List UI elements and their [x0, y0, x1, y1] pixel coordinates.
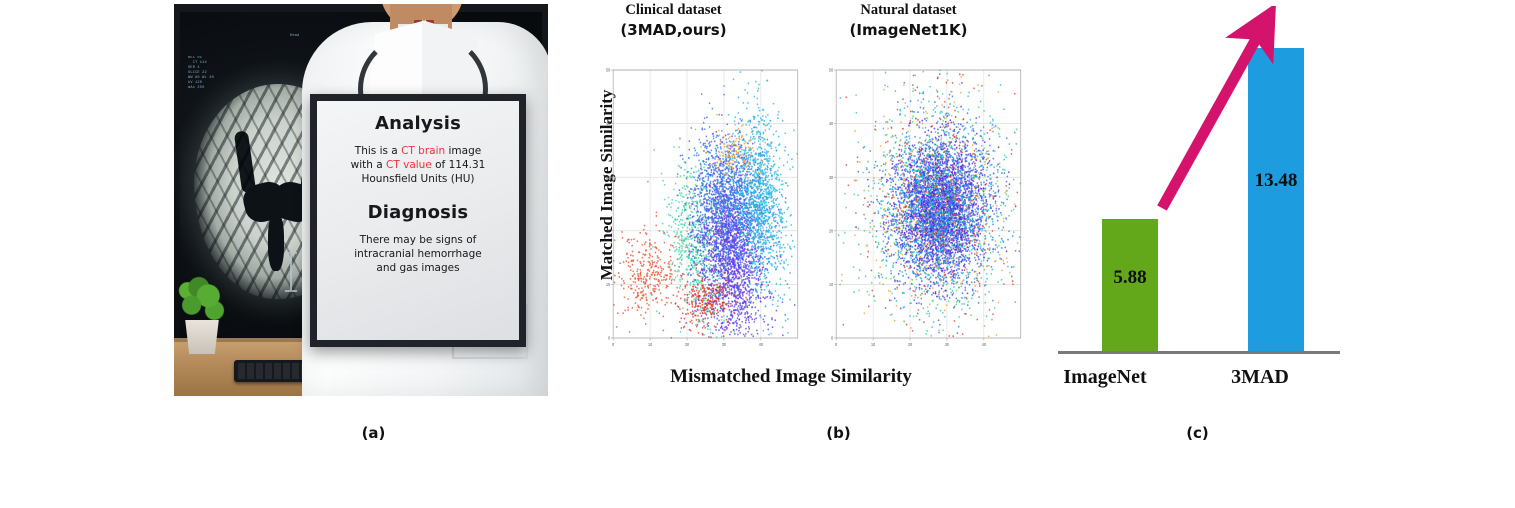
- scatter-plot-container: 0 10 20 30 40 0 10 20 30 40 50 0 10 20 30 40 0 10 20 30 40 5…: [594, 64, 1026, 356]
- panel-c-bar-chart: 5.88 13.48 ImageNet 3MAD: [1034, 6, 1364, 401]
- sign-diagnosis-text: There may be signs of intracranial hemorr…: [329, 233, 507, 275]
- caption-a: (a): [361, 424, 386, 442]
- bar-chart-baseline: [1058, 351, 1340, 354]
- scatter-title-natural: Natural dataset (ImageNet1K): [791, 2, 1026, 39]
- analysis-post-1: image: [445, 145, 482, 157]
- panel-b-scatter-plots: Clinical dataset (3MAD,ours) Natural dat…: [556, 0, 1026, 400]
- bar-label-imagenet: ImageNet: [1063, 366, 1147, 388]
- bar-chart-plot-area: 5.88 13.48: [1058, 6, 1340, 354]
- held-sign: Analysis This is a CT brain image with a …: [310, 94, 526, 347]
- natural-title-line2: (ImageNet1K): [849, 21, 968, 39]
- clinic-photo: REC 01 CT 114 SER 4 SLICE 22 WW 80 WL 40…: [174, 4, 548, 396]
- diagnosis-line-1: There may be signs of: [359, 234, 477, 246]
- scan-metadata-left: REC 01 CT 114 SER 4 SLICE 22 WW 80 WL 40…: [188, 56, 214, 90]
- diagnosis-line-2: intracranial hemorrhage: [354, 248, 482, 260]
- scatter-plot-clinical: 0 10 20 30 40 0 10 20 30 40 50: [594, 64, 803, 356]
- x-axis-label: Mismatched Image Similarity: [670, 366, 912, 387]
- analysis-line-3: Hounsfield Units (HU): [361, 173, 475, 185]
- analysis-highlight-2: CT value: [386, 159, 432, 171]
- plant-pot: [185, 320, 219, 354]
- sign-analysis-text: This is a CT brain image with a CT value …: [329, 144, 507, 186]
- analysis-pre-1: This is a: [354, 145, 402, 157]
- scatter-titles: Clinical dataset (3MAD,ours) Natural dat…: [556, 2, 1026, 39]
- natural-title-line1: Natural dataset: [860, 2, 957, 18]
- sign-heading-analysis: Analysis: [375, 113, 461, 134]
- panel-a-photo: REC 01 CT 114 SER 4 SLICE 22 WW 80 WL 40…: [174, 4, 548, 396]
- plant-foliage: [176, 274, 228, 326]
- bar-imagenet: 5.88: [1102, 218, 1158, 351]
- clinical-title-line2: (3MAD,ours): [620, 21, 727, 39]
- analysis-post-2: of 114.31: [431, 159, 486, 171]
- scatter-plot-natural: 0 10 20 30 40 0 10 20 30 40 50: [817, 64, 1026, 356]
- scan-metadata-top: Head: [290, 34, 300, 38]
- caption-b: (b): [826, 424, 851, 442]
- caption-c: (c): [1186, 424, 1209, 442]
- scatter-title-clinical: Clinical dataset (3MAD,ours): [556, 2, 791, 39]
- clinical-title-line1: Clinical dataset: [625, 2, 722, 18]
- scan-scale-ruler: [285, 252, 297, 292]
- sign-content: Analysis This is a CT brain image with a …: [317, 101, 519, 340]
- bar-3mad: 13.48: [1248, 48, 1304, 351]
- brain-midline: [267, 213, 284, 271]
- diagnosis-line-3: and gas images: [376, 262, 460, 274]
- bar-value-3mad: 13.48: [1254, 170, 1298, 192]
- analysis-highlight-1: CT brain: [401, 145, 446, 157]
- analysis-pre-2: with a: [350, 159, 387, 171]
- bar-value-imagenet: 5.88: [1113, 266, 1147, 288]
- sign-heading-diagnosis: Diagnosis: [367, 202, 469, 223]
- bar-label-3mad: 3MAD: [1231, 366, 1289, 388]
